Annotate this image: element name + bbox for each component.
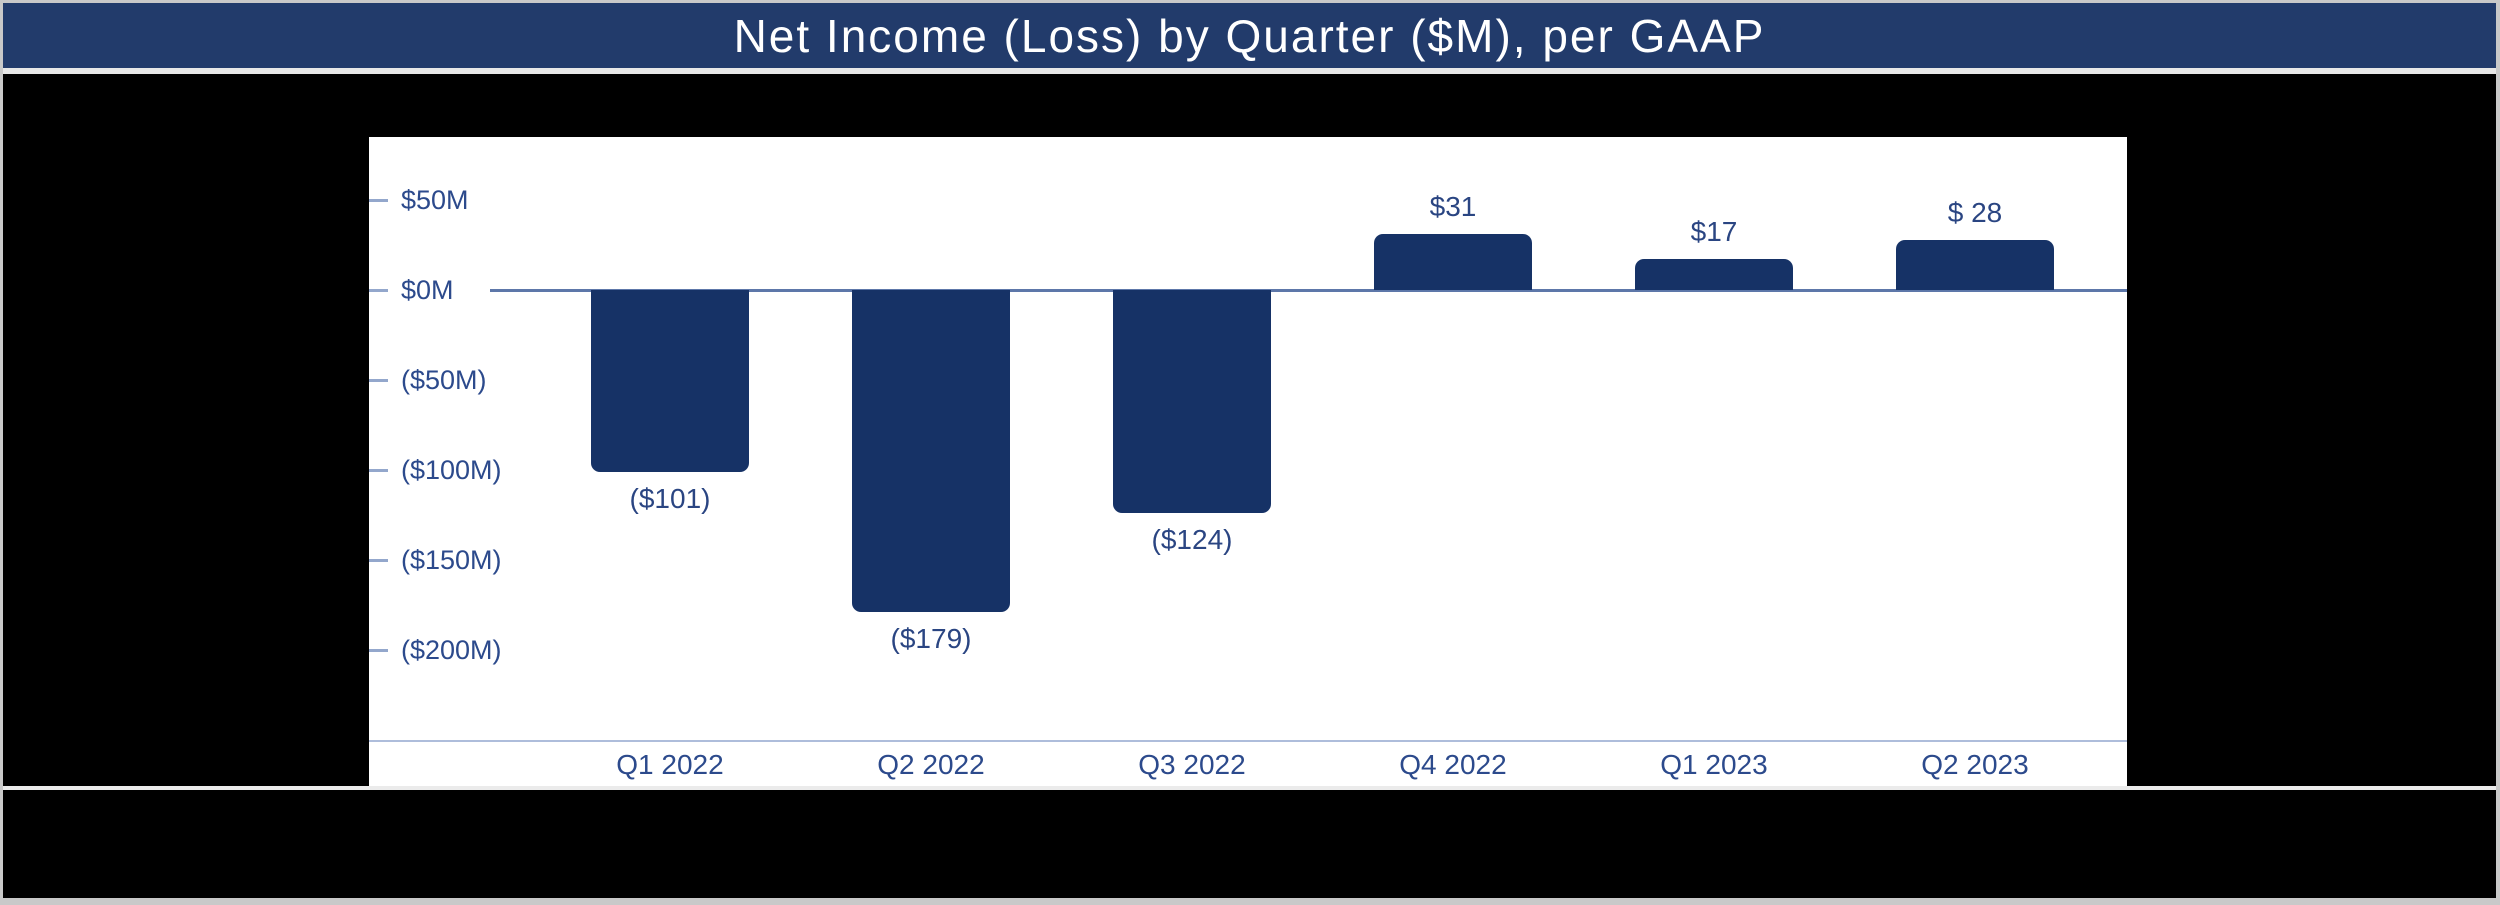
y-axis-tick-label: $50M — [401, 185, 469, 215]
bar-q2-2022 — [852, 290, 1010, 613]
bar-q1-2022 — [591, 290, 749, 472]
bar-value-label: ($124) — [1151, 524, 1233, 556]
bar-value-label: $ 28 — [1947, 196, 2003, 228]
x-axis-label: Q2 2023 — [1921, 749, 2029, 780]
y-axis-tick-label: ($100M) — [401, 455, 502, 485]
bar-q1-2023 — [1635, 259, 1793, 290]
x-axis-label: Q4 2022 — [1399, 749, 1507, 780]
y-axis-tick — [369, 468, 388, 472]
slide-divider-line — [3, 786, 2496, 790]
y-axis-tick-label: $0M — [401, 275, 454, 305]
title-bar: Net Income (Loss) by Quarter ($M), per G… — [3, 3, 2496, 68]
bar-value-label: ($179) — [890, 623, 972, 655]
chart-title: Net Income (Loss) by Quarter ($M), per G… — [733, 9, 1766, 62]
title-separator-line — [3, 68, 2496, 74]
y-axis-tick — [369, 378, 388, 382]
x-axis-label: Q1 2022 — [616, 749, 724, 780]
y-axis-tick — [369, 558, 388, 562]
x-axis-line — [369, 740, 2127, 742]
y-axis-tick — [369, 288, 388, 292]
y-axis-tick-label: ($150M) — [401, 545, 502, 575]
bar-value-label: $31 — [1429, 191, 1477, 223]
slide-background: Net Income (Loss) by Quarter ($M), per G… — [3, 3, 2496, 898]
bar-q4-2022 — [1374, 234, 1532, 290]
x-axis-label: Q3 2022 — [1138, 749, 1246, 780]
y-axis-tick — [369, 648, 388, 652]
bar-q3-2022 — [1113, 290, 1271, 514]
y-axis-tick-label: ($200M) — [401, 635, 502, 665]
x-axis-label: Q2 2022 — [877, 749, 985, 780]
chart-panel: $50M $0M ($50M) ($100M) ($150M) ($200M) ($101… — [369, 137, 2127, 787]
y-axis-tick-label: ($50M) — [401, 365, 487, 395]
zero-baseline — [490, 288, 2127, 292]
x-axis-label: Q1 2023 — [1660, 749, 1768, 780]
bar-value-label: $17 — [1690, 216, 1738, 248]
y-axis-tick — [369, 198, 388, 202]
bar-value-label: ($101) — [629, 482, 711, 514]
bar-q2-2023 — [1896, 239, 2054, 290]
